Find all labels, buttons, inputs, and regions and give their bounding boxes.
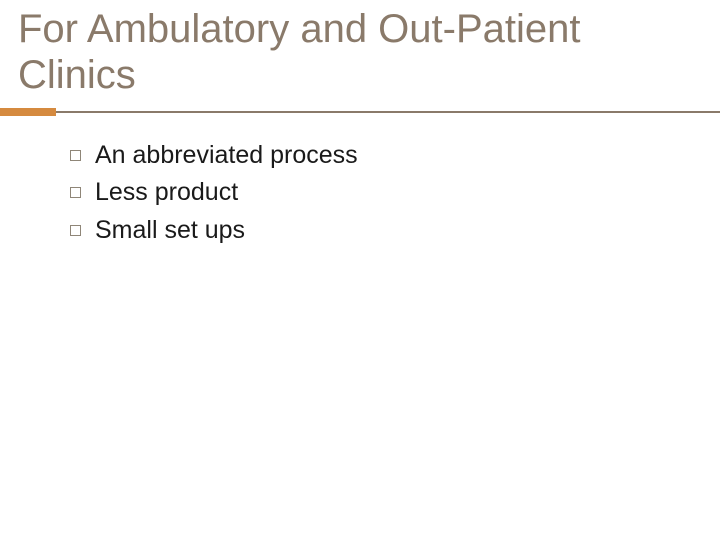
underline-accent-block xyxy=(0,108,56,116)
bullet-text: An abbreviated process xyxy=(95,140,358,171)
title-underline xyxy=(0,108,720,116)
underline-line xyxy=(56,111,720,113)
body-content: An abbreviated process Less product Smal… xyxy=(70,140,680,252)
square-bullet-icon xyxy=(70,187,81,198)
slide-title: For Ambulatory and Out-Patient Clinics xyxy=(18,6,700,98)
slide: For Ambulatory and Out-Patient Clinics A… xyxy=(0,0,720,540)
square-bullet-icon xyxy=(70,225,81,236)
bullet-text: Less product xyxy=(95,177,238,208)
list-item: An abbreviated process xyxy=(70,140,680,171)
square-bullet-icon xyxy=(70,150,81,161)
slide-title-text: For Ambulatory and Out-Patient Clinics xyxy=(18,7,581,97)
list-item: Less product xyxy=(70,177,680,208)
bullet-text: Small set ups xyxy=(95,215,245,246)
list-item: Small set ups xyxy=(70,215,680,246)
